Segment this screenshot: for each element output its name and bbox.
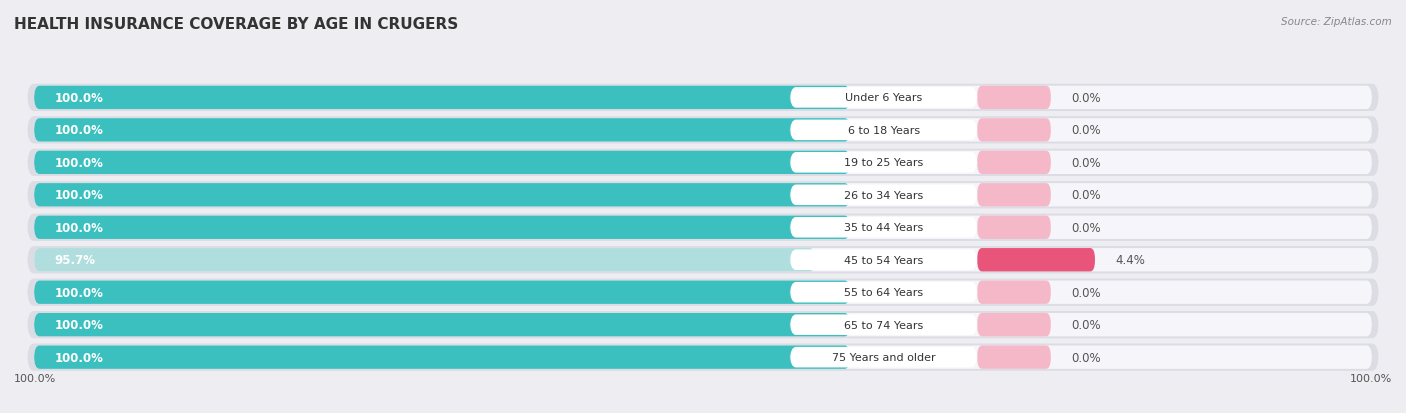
Text: 100.0%: 100.0%: [55, 157, 103, 169]
Text: 26 to 34 Years: 26 to 34 Years: [844, 190, 924, 200]
FancyBboxPatch shape: [28, 182, 1378, 209]
Text: 35 to 44 Years: 35 to 44 Years: [844, 223, 924, 233]
FancyBboxPatch shape: [34, 151, 851, 175]
Text: 95.7%: 95.7%: [55, 254, 96, 267]
Text: 0.0%: 0.0%: [1071, 286, 1101, 299]
FancyBboxPatch shape: [977, 281, 1050, 304]
FancyBboxPatch shape: [28, 117, 1378, 144]
Text: 0.0%: 0.0%: [1071, 221, 1101, 234]
Text: 65 to 74 Years: 65 to 74 Years: [844, 320, 924, 330]
Legend: With Coverage, Without Coverage: With Coverage, Without Coverage: [574, 411, 832, 413]
FancyBboxPatch shape: [790, 153, 977, 173]
FancyBboxPatch shape: [34, 119, 851, 142]
FancyBboxPatch shape: [977, 313, 1050, 337]
Text: Under 6 Years: Under 6 Years: [845, 93, 922, 103]
FancyBboxPatch shape: [34, 346, 851, 369]
FancyBboxPatch shape: [977, 216, 1050, 240]
Text: 100.0%: 100.0%: [55, 318, 103, 331]
FancyBboxPatch shape: [28, 85, 1378, 112]
FancyBboxPatch shape: [28, 311, 1378, 339]
Text: 100.0%: 100.0%: [55, 221, 103, 234]
Text: 0.0%: 0.0%: [1071, 318, 1101, 331]
FancyBboxPatch shape: [34, 281, 851, 304]
Text: 0.0%: 0.0%: [1071, 157, 1101, 169]
FancyBboxPatch shape: [34, 184, 1372, 207]
Text: Source: ZipAtlas.com: Source: ZipAtlas.com: [1281, 17, 1392, 26]
FancyBboxPatch shape: [28, 150, 1378, 176]
FancyBboxPatch shape: [34, 216, 1372, 240]
FancyBboxPatch shape: [34, 346, 1372, 369]
FancyBboxPatch shape: [790, 218, 977, 238]
FancyBboxPatch shape: [34, 86, 1372, 110]
FancyBboxPatch shape: [28, 214, 1378, 241]
FancyBboxPatch shape: [34, 119, 1372, 142]
FancyBboxPatch shape: [34, 281, 1372, 304]
Text: 0.0%: 0.0%: [1071, 124, 1101, 137]
Text: HEALTH INSURANCE COVERAGE BY AGE IN CRUGERS: HEALTH INSURANCE COVERAGE BY AGE IN CRUG…: [14, 17, 458, 31]
FancyBboxPatch shape: [977, 249, 1095, 272]
FancyBboxPatch shape: [790, 250, 977, 271]
FancyBboxPatch shape: [790, 347, 977, 368]
FancyBboxPatch shape: [977, 151, 1050, 175]
FancyBboxPatch shape: [790, 315, 977, 335]
Text: 6 to 18 Years: 6 to 18 Years: [848, 126, 920, 135]
FancyBboxPatch shape: [34, 249, 1372, 272]
FancyBboxPatch shape: [34, 249, 815, 272]
FancyBboxPatch shape: [977, 86, 1050, 110]
Text: 100.0%: 100.0%: [55, 92, 103, 104]
FancyBboxPatch shape: [977, 119, 1050, 142]
Text: 19 to 25 Years: 19 to 25 Years: [844, 158, 924, 168]
FancyBboxPatch shape: [34, 313, 1372, 337]
FancyBboxPatch shape: [28, 279, 1378, 306]
FancyBboxPatch shape: [790, 88, 977, 108]
Text: 0.0%: 0.0%: [1071, 351, 1101, 364]
FancyBboxPatch shape: [34, 184, 851, 207]
FancyBboxPatch shape: [977, 184, 1050, 207]
Text: 0.0%: 0.0%: [1071, 92, 1101, 104]
FancyBboxPatch shape: [34, 86, 851, 110]
FancyBboxPatch shape: [34, 216, 851, 240]
Text: 100.0%: 100.0%: [14, 373, 56, 383]
FancyBboxPatch shape: [977, 346, 1050, 369]
FancyBboxPatch shape: [28, 247, 1378, 274]
Text: 100.0%: 100.0%: [55, 286, 103, 299]
Text: 55 to 64 Years: 55 to 64 Years: [844, 287, 924, 297]
FancyBboxPatch shape: [34, 313, 851, 337]
Text: 4.4%: 4.4%: [1115, 254, 1144, 267]
Text: 100.0%: 100.0%: [55, 124, 103, 137]
Text: 45 to 54 Years: 45 to 54 Years: [844, 255, 924, 265]
FancyBboxPatch shape: [790, 120, 977, 141]
Text: 0.0%: 0.0%: [1071, 189, 1101, 202]
FancyBboxPatch shape: [790, 185, 977, 206]
FancyBboxPatch shape: [34, 151, 1372, 175]
Text: 100.0%: 100.0%: [55, 351, 103, 364]
FancyBboxPatch shape: [790, 282, 977, 303]
Text: 100.0%: 100.0%: [1350, 373, 1392, 383]
Text: 100.0%: 100.0%: [55, 189, 103, 202]
Text: 75 Years and older: 75 Years and older: [832, 352, 935, 362]
FancyBboxPatch shape: [28, 344, 1378, 371]
